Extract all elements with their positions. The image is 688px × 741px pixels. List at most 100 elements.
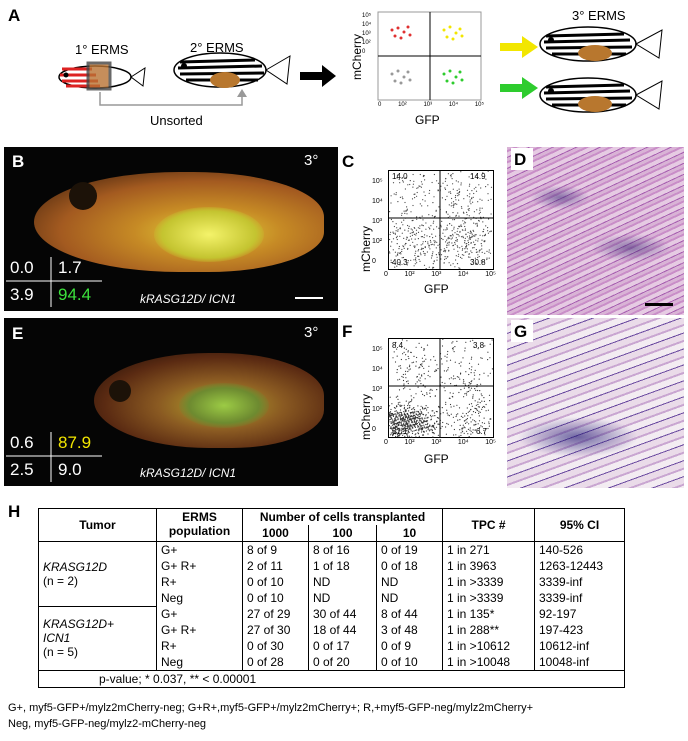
primary-erms-label: 1° ERMS xyxy=(75,42,129,57)
panel-c-q-bl: 40.3 xyxy=(392,258,408,267)
cell-c10: ND xyxy=(376,574,443,590)
panel-a-schematic xyxy=(58,11,663,113)
pvalue-note: p-value; * 0.037, ** < 0.00001 xyxy=(38,670,625,688)
panel-label-g: G xyxy=(514,322,528,341)
table-row: Neg 0 of 28 0 of 20 0 of 10 1 in >10048 10048… xyxy=(39,654,625,671)
cell-c100: ND xyxy=(308,590,377,606)
table-header-row: Tumor ERMS population Number of cells tr… xyxy=(38,508,625,542)
panel-a-xlabel: GFP xyxy=(415,113,440,127)
panel-f-yticks: 10⁵ 10⁴ 10³ 10² 0 xyxy=(372,346,383,433)
panel-c-q-tl: 14.0 xyxy=(392,172,408,181)
cell-c1000: 0 of 28 xyxy=(242,654,309,671)
panel-e-q-br: 9.0 xyxy=(58,460,82,479)
panel-f-q-br: 6.7 xyxy=(476,427,488,436)
secondary-fish-icon xyxy=(173,52,291,88)
unsorted-label: Unsorted xyxy=(150,113,203,128)
panel-f-q-tr: 3.8 xyxy=(473,341,485,350)
cell-c10: 0 of 19 xyxy=(376,541,443,558)
panel-c-facs-plot xyxy=(388,170,494,270)
green-arrow-icon xyxy=(500,77,538,99)
cell-ci: 140-526 xyxy=(534,541,625,558)
panel-label-b: B xyxy=(12,152,25,171)
footnote-line-1: G+, myf5-GFP+/mylz2mCherry-neg; G+R+,myf… xyxy=(8,702,534,714)
panel-a-yticks: 10⁵ 10⁴ 10³ 10² 0 xyxy=(362,13,372,55)
header-tumor: Tumor xyxy=(38,508,157,542)
cell-pop: R+ xyxy=(156,638,243,654)
table-row: G+ R+ 2 of 11 1 of 18 0 of 18 1 in 3963 1263-… xyxy=(39,558,625,574)
panel-c-xlabel: GFP xyxy=(424,282,449,296)
black-arrow-icon xyxy=(300,65,336,87)
tertiary-erms-label: 3° ERMS xyxy=(572,8,626,23)
header-10: 10 xyxy=(376,525,443,542)
panel-b-q-bl: 3.9 xyxy=(10,285,34,304)
cell-ci: 3339-inf xyxy=(534,574,625,590)
panel-b-fish-photo xyxy=(4,147,338,311)
panel-e-q-tl: 0.6 xyxy=(10,433,34,452)
panel-f-xticks: 0 10² 10³ 10⁴ 10⁵ xyxy=(384,439,496,446)
cell-tpc: 1 in >3339 xyxy=(442,590,535,606)
cell-c1000: 0 of 10 xyxy=(242,574,309,590)
cell-c10: 0 of 9 xyxy=(376,638,443,654)
cell-ci: 10612-inf xyxy=(534,638,625,654)
panel-f-q-tl: 8.4 xyxy=(392,341,404,350)
cell-pop: Neg xyxy=(156,654,243,671)
cell-c100: 1 of 18 xyxy=(308,558,377,574)
cell-tpc: 1 in 271 xyxy=(442,541,535,558)
panel-g-histology-image xyxy=(507,318,684,488)
panel-b-scalebar xyxy=(295,297,323,299)
table-row: KRASG12D+ ICN1 (n = 5) G+ 27 of 29 30 of 44 8 … xyxy=(38,605,625,671)
cell-c100: 18 of 44 xyxy=(308,622,377,638)
panel-b-genotype: kRASG12D/ ICN1 xyxy=(140,292,237,306)
tumor-name: ICN1 xyxy=(43,631,71,646)
yellow-arrow-icon xyxy=(500,36,538,58)
cell-tpc: 1 in >10048 xyxy=(442,654,535,671)
panel-c-ylabel: mCherry xyxy=(359,225,373,272)
panel-e-q-tr: 87.9 xyxy=(58,433,92,452)
cell-c1000: 8 of 9 xyxy=(242,541,309,558)
facs-quadrant-plot xyxy=(377,11,482,101)
cell-ci: 1263-12443 xyxy=(534,558,625,574)
cell-pop: Neg xyxy=(156,590,243,606)
cell-c1000: 27 of 29 xyxy=(242,606,309,622)
tpc-table: Tumor ERMS population Number of cells tr… xyxy=(38,508,625,688)
cell-tpc: 1 in 135* xyxy=(442,606,535,622)
cell-pop: G+ xyxy=(156,541,243,558)
cell-c10: ND xyxy=(376,590,443,606)
panel-b-q-tl: 0.0 xyxy=(10,258,34,277)
cell-tpc: 1 in >10612 xyxy=(442,638,535,654)
table-row: Neg 0 of 10 ND ND 1 in >3339 3339-inf xyxy=(39,590,625,606)
panel-label-c: C xyxy=(342,152,355,171)
cell-c1000: 0 of 10 xyxy=(242,590,309,606)
cell-tpc: 1 in 3963 xyxy=(442,558,535,574)
tumor-n: (n = 2) xyxy=(43,573,79,588)
cell-ci: 10048-inf xyxy=(534,654,625,671)
panel-b-stage: 3° xyxy=(304,152,319,169)
cell-ci: 3339-inf xyxy=(534,590,625,606)
cell-tpc: 1 in >3339 xyxy=(442,574,535,590)
cell-pop: G+ xyxy=(156,606,243,622)
panel-f-q-bl: 81.1 xyxy=(392,427,408,436)
primary-tumor-box xyxy=(86,61,112,91)
panel-label-a: A xyxy=(8,6,21,25)
cell-pop: G+ R+ xyxy=(156,622,243,638)
panel-b-q-tr: 1.7 xyxy=(58,258,82,277)
table-row: G+ R+ 27 of 30 18 of 44 3 of 48 1 in 288** 19… xyxy=(39,622,625,638)
cell-tpc: 1 in 288** xyxy=(442,622,535,638)
cell-ci: 197-423 xyxy=(534,622,625,638)
panel-label-f: F xyxy=(342,322,353,341)
cell-c100: 30 of 44 xyxy=(308,606,377,622)
cell-c10: 8 of 44 xyxy=(376,606,443,622)
panel-c-q-br: 30.8 xyxy=(470,258,486,267)
cell-pop: R+ xyxy=(156,574,243,590)
panel-d-scalebar xyxy=(645,303,673,306)
panel-f-ylabel: mCherry xyxy=(359,393,373,440)
cell-c1000: 2 of 11 xyxy=(242,558,309,574)
tumor-name: KRASG12D+ xyxy=(43,617,115,632)
panel-label-h: H xyxy=(8,502,21,521)
panel-f-facs-plot xyxy=(388,338,494,438)
footnote-line-2: Neg, myf5-GFP-neg/mylz2-mCherry-neg xyxy=(8,718,207,730)
secondary-erms-label: 2° ERMS xyxy=(190,40,244,55)
header-population: ERMS population xyxy=(156,508,243,542)
cell-c100: 0 of 20 xyxy=(308,654,377,671)
